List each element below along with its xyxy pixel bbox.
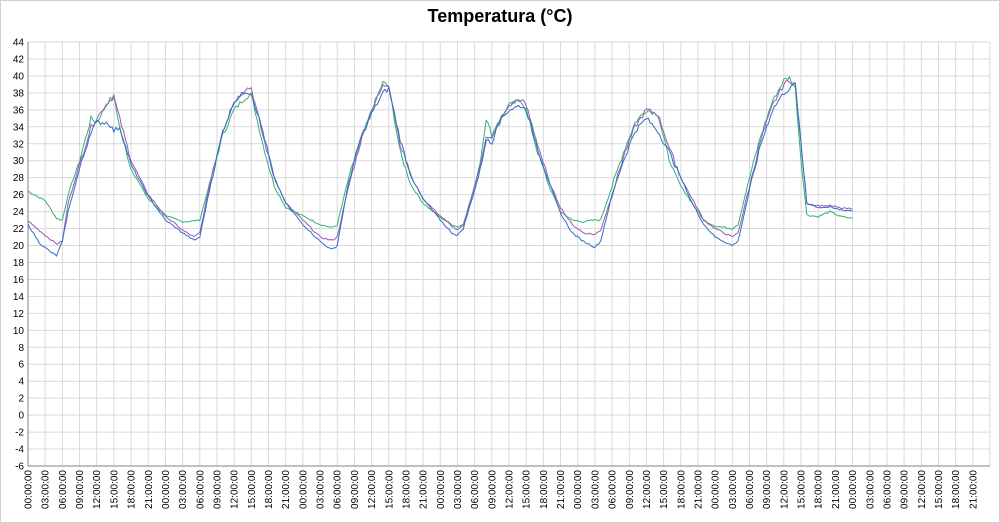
x-tick-label: 15:00:00 bbox=[109, 470, 120, 509]
series-line-green bbox=[27, 76, 853, 230]
x-tick-label: 18:00:00 bbox=[401, 470, 412, 509]
x-tick-label: 12:00:00 bbox=[505, 470, 516, 509]
x-tick-label: 21:00:00 bbox=[968, 470, 979, 509]
y-axis-ticks: -6-4-20246810121416182022242628303234363… bbox=[13, 38, 25, 473]
y-tick-label: 4 bbox=[18, 377, 24, 388]
x-tick-label: 09:00:00 bbox=[487, 470, 498, 509]
x-tick-label: 15:00:00 bbox=[934, 470, 945, 509]
series-lines bbox=[27, 76, 853, 257]
x-tick-label: 00:00:00 bbox=[161, 470, 172, 509]
y-tick-label: 38 bbox=[13, 88, 25, 99]
x-tick-label: 06:00:00 bbox=[608, 470, 619, 509]
x-tick-label: 00:00:00 bbox=[436, 470, 447, 509]
x-tick-label: 09:00:00 bbox=[212, 470, 223, 509]
x-tick-label: 21:00:00 bbox=[556, 470, 567, 509]
y-tick-label: -2 bbox=[15, 428, 24, 439]
x-tick-label: 09:00:00 bbox=[900, 470, 911, 509]
y-tick-label: 0 bbox=[18, 411, 24, 422]
y-tick-label: 14 bbox=[13, 292, 25, 303]
x-tick-label: 18:00:00 bbox=[127, 470, 138, 509]
y-tick-label: 30 bbox=[13, 156, 25, 167]
x-tick-label: 00:00:00 bbox=[711, 470, 722, 509]
x-tick-label: 21:00:00 bbox=[831, 470, 842, 509]
x-tick-label: 18:00:00 bbox=[264, 470, 275, 509]
series-line-purple bbox=[27, 80, 853, 245]
y-tick-label: 44 bbox=[13, 38, 25, 49]
y-tick-label: -6 bbox=[15, 462, 24, 473]
series-line-blue bbox=[27, 82, 853, 257]
x-tick-label: 03:00:00 bbox=[178, 470, 189, 509]
x-tick-label: 12:00:00 bbox=[642, 470, 653, 509]
y-tick-label: 42 bbox=[13, 54, 25, 65]
x-tick-label: 12:00:00 bbox=[92, 470, 103, 509]
x-tick-label: 12:00:00 bbox=[367, 470, 378, 509]
y-tick-label: 28 bbox=[13, 173, 25, 184]
y-tick-label: 40 bbox=[13, 71, 25, 82]
x-tick-label: 03:00:00 bbox=[316, 470, 327, 509]
x-tick-label: 21:00:00 bbox=[419, 470, 430, 509]
x-tick-label: 06:00:00 bbox=[745, 470, 756, 509]
x-tick-label: 06:00:00 bbox=[333, 470, 344, 509]
y-tick-label: 2 bbox=[18, 394, 24, 405]
x-tick-label: 15:00:00 bbox=[797, 470, 808, 509]
x-tick-label: 12:00:00 bbox=[779, 470, 790, 509]
x-tick-label: 06:00:00 bbox=[882, 470, 893, 509]
x-tick-label: 18:00:00 bbox=[676, 470, 687, 509]
x-tick-label: 21:00:00 bbox=[144, 470, 155, 509]
x-tick-label: 06:00:00 bbox=[195, 470, 206, 509]
x-tick-label: 21:00:00 bbox=[693, 470, 704, 509]
x-tick-label: 03:00:00 bbox=[41, 470, 52, 509]
x-tick-label: 15:00:00 bbox=[659, 470, 670, 509]
y-tick-label: 36 bbox=[13, 105, 25, 116]
y-tick-label: 18 bbox=[13, 258, 25, 269]
x-tick-label: 09:00:00 bbox=[75, 470, 86, 509]
y-tick-label: 32 bbox=[13, 139, 25, 150]
y-tick-label: 20 bbox=[13, 241, 25, 252]
x-tick-label: 18:00:00 bbox=[539, 470, 550, 509]
x-tick-label: 15:00:00 bbox=[247, 470, 258, 509]
y-tick-label: 6 bbox=[18, 360, 24, 371]
x-tick-label: 21:00:00 bbox=[281, 470, 292, 509]
x-tick-label: 09:00:00 bbox=[762, 470, 773, 509]
y-tick-label: 34 bbox=[13, 122, 25, 133]
x-tick-label: 00:00:00 bbox=[24, 470, 35, 509]
y-tick-label: 24 bbox=[13, 207, 25, 218]
x-tick-label: 03:00:00 bbox=[453, 470, 464, 509]
x-tick-label: 09:00:00 bbox=[625, 470, 636, 509]
x-tick-label: 18:00:00 bbox=[951, 470, 962, 509]
x-tick-label: 15:00:00 bbox=[384, 470, 395, 509]
x-tick-label: 03:00:00 bbox=[728, 470, 739, 509]
x-tick-label: 00:00:00 bbox=[573, 470, 584, 509]
x-tick-label: 06:00:00 bbox=[470, 470, 481, 509]
y-tick-label: 22 bbox=[13, 224, 25, 235]
x-tick-label: 00:00:00 bbox=[298, 470, 309, 509]
x-tick-label: 03:00:00 bbox=[865, 470, 876, 509]
y-tick-label: 12 bbox=[13, 309, 25, 320]
x-tick-label: 15:00:00 bbox=[522, 470, 533, 509]
x-tick-label: 12:00:00 bbox=[230, 470, 241, 509]
x-tick-label: 12:00:00 bbox=[917, 470, 928, 509]
axes bbox=[27, 42, 990, 467]
x-tick-label: 03:00:00 bbox=[590, 470, 601, 509]
y-tick-label: 8 bbox=[18, 343, 24, 354]
x-tick-label: 06:00:00 bbox=[58, 470, 69, 509]
x-tick-label: 09:00:00 bbox=[350, 470, 361, 509]
y-tick-label: 26 bbox=[13, 190, 25, 201]
y-tick-label: -4 bbox=[15, 445, 24, 456]
chart-title: Temperatura (°C) bbox=[427, 6, 573, 26]
y-tick-label: 16 bbox=[13, 275, 25, 286]
x-tick-label: 18:00:00 bbox=[814, 470, 825, 509]
y-tick-label: 10 bbox=[13, 326, 25, 337]
x-tick-label: 00:00:00 bbox=[848, 470, 859, 509]
x-axis-ticks: 00:00:00 03:00:00 06:00:00 09:00:00 12:00:00… bbox=[24, 470, 980, 509]
grid-lines bbox=[27, 41, 991, 467]
